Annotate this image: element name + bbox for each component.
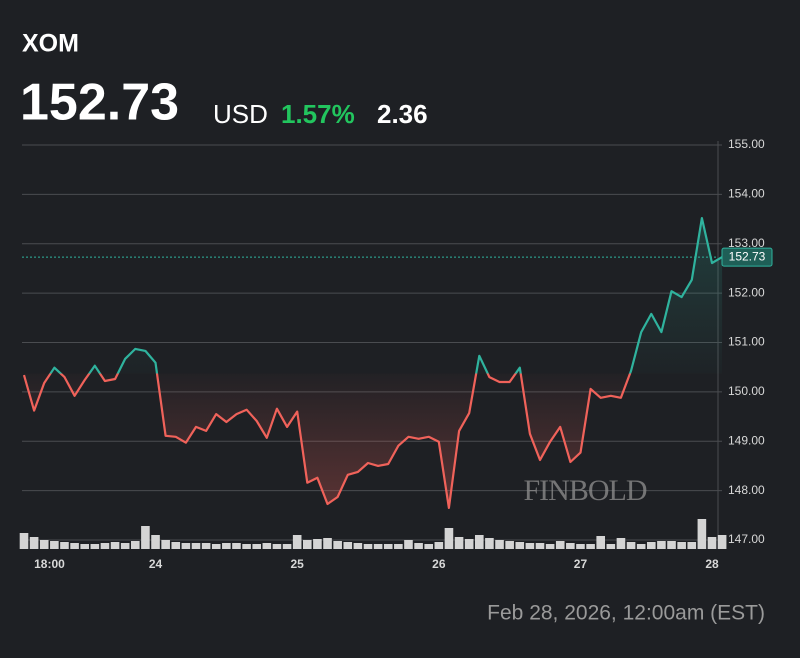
timestamp: Feb 28, 2026, 12:00am (EST) xyxy=(487,602,765,625)
y-tick-label: 150.00 xyxy=(728,384,765,398)
y-tick-label: 153.00 xyxy=(728,236,765,250)
volume-bar xyxy=(707,537,717,549)
x-tick-label: 18:00 xyxy=(34,557,65,571)
area-fill xyxy=(24,218,723,508)
volume-bar xyxy=(19,533,29,549)
volume-bar xyxy=(667,541,676,549)
price-line xyxy=(22,217,723,509)
symbol: XOM xyxy=(22,30,79,58)
volume-bar xyxy=(525,543,535,549)
volume-bar xyxy=(222,543,231,549)
volume-bar xyxy=(90,544,100,549)
volume-bar xyxy=(505,541,514,549)
y-tick-label: 149.00 xyxy=(728,433,765,447)
volume-bar xyxy=(626,542,636,549)
x-tick-label: 26 xyxy=(432,557,446,571)
volume-bar xyxy=(657,541,666,549)
volume-bar xyxy=(404,540,413,549)
y-tick-label: 154.00 xyxy=(728,187,765,201)
volume-bar xyxy=(454,537,464,549)
volume-bar xyxy=(677,542,686,549)
volume-bar xyxy=(70,543,79,549)
change-percent: 1.57% xyxy=(281,99,355,129)
volume-bar xyxy=(535,543,545,549)
volume-bar xyxy=(566,543,575,549)
x-tick-label: 28 xyxy=(705,557,719,571)
volume-bar xyxy=(444,528,454,549)
volume-bar xyxy=(586,544,595,549)
volume-bar xyxy=(151,535,160,549)
volume-bar xyxy=(201,543,211,549)
volume-bar xyxy=(434,542,444,549)
volume-bar xyxy=(646,542,656,549)
x-tick-label: 24 xyxy=(149,557,163,571)
volume-bar xyxy=(181,543,191,549)
volume-bar xyxy=(100,543,110,549)
volume-bar xyxy=(39,540,49,549)
volume-bar xyxy=(282,544,292,549)
volume-bar xyxy=(232,543,241,549)
volume-bar xyxy=(485,538,494,549)
volume-bar xyxy=(161,540,170,549)
volume-bar xyxy=(120,543,130,549)
volume-bar xyxy=(211,544,221,549)
y-tick-label: 152.00 xyxy=(728,285,765,299)
volume-bar xyxy=(130,541,140,549)
volume-bar xyxy=(141,526,150,549)
current-price-label: 152.73 xyxy=(729,249,766,263)
volume-bar xyxy=(171,542,181,549)
volume-bar xyxy=(616,538,626,549)
volume-bar xyxy=(596,536,606,549)
volume-bar xyxy=(242,544,251,549)
volume-bar xyxy=(414,543,423,549)
currency: USD xyxy=(213,99,268,129)
volume-bar xyxy=(687,542,697,549)
volume-bar xyxy=(252,544,262,549)
volume-bar xyxy=(474,535,484,549)
volume-bar xyxy=(313,539,322,549)
volume-bar xyxy=(110,542,120,549)
volume-bar xyxy=(50,541,59,549)
volume-bar xyxy=(495,540,504,549)
volume-bar xyxy=(262,543,272,549)
y-tick-label: 147.00 xyxy=(728,532,765,546)
y-tick-label: 148.00 xyxy=(728,483,765,497)
volume-bar xyxy=(272,544,282,549)
volume-bar xyxy=(394,544,403,549)
volume-bar xyxy=(353,543,363,549)
volume-bar xyxy=(343,542,353,549)
volume-bar xyxy=(464,539,474,549)
x-tick-label: 25 xyxy=(290,557,304,571)
x-tick-label: 27 xyxy=(574,557,588,571)
volume-bar xyxy=(717,535,727,549)
volume-bar xyxy=(545,544,555,549)
y-tick-label: 155.00 xyxy=(728,137,765,151)
volume-bar xyxy=(292,535,302,549)
volume-bar xyxy=(191,543,201,549)
volume-bar xyxy=(373,544,383,549)
volume-bar xyxy=(636,544,646,549)
change: 2.36 xyxy=(377,99,428,129)
volume-bar xyxy=(424,544,434,549)
volume-bar xyxy=(555,541,565,549)
volume-bar xyxy=(302,540,312,549)
volume-bar xyxy=(363,544,373,549)
volume-bar xyxy=(515,542,525,549)
volume-bar xyxy=(606,544,616,549)
price: 152.73 xyxy=(20,74,179,132)
volume-bar xyxy=(333,541,342,549)
volume-bar xyxy=(60,542,69,549)
current-price-box xyxy=(721,247,773,267)
y-tick-label: 151.00 xyxy=(728,335,765,349)
volume-bar xyxy=(383,544,393,549)
volume-bar xyxy=(29,537,39,549)
volume-bar xyxy=(576,544,585,549)
volume-bar xyxy=(697,519,707,549)
volume-bar xyxy=(323,538,332,549)
watermark: FINBOLD xyxy=(523,474,646,507)
volume-bar xyxy=(80,544,90,549)
